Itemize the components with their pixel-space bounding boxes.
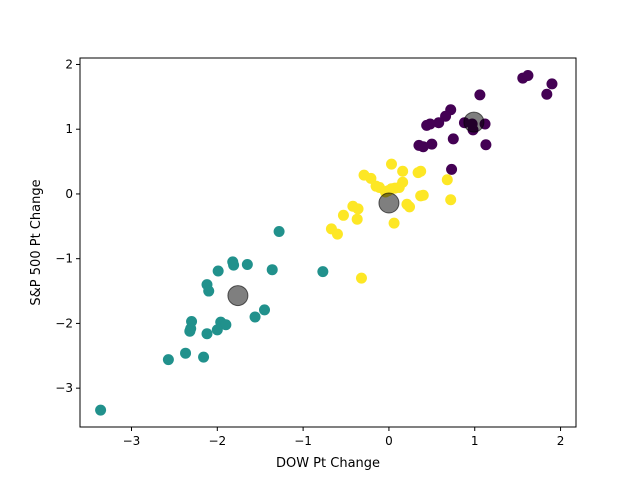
x-tick-label: 1 (471, 434, 479, 448)
y-tick-label: −1 (55, 252, 73, 266)
data-point (445, 194, 457, 206)
data-point (388, 217, 400, 229)
plot-area (80, 58, 576, 427)
data-point (417, 189, 429, 201)
data-point (474, 89, 486, 101)
data-point (351, 213, 363, 225)
data-point (201, 328, 213, 340)
data-point (440, 110, 452, 122)
data-point (421, 119, 433, 131)
data-point (386, 158, 397, 170)
data-point (273, 225, 285, 237)
data-point (365, 172, 377, 184)
data-point (522, 69, 534, 81)
centroid-marker (378, 192, 400, 214)
data-point (198, 351, 210, 363)
data-point (447, 133, 459, 145)
data-point (259, 304, 270, 316)
data-point (441, 174, 453, 186)
data-point (180, 347, 192, 359)
x-tick-label: 2 (557, 434, 565, 448)
data-point (433, 117, 445, 129)
y-tick-label: 1 (65, 122, 73, 136)
data-point (480, 139, 492, 151)
x-tick-label: −2 (208, 434, 226, 448)
y-tick-label: −3 (55, 381, 73, 395)
data-point (546, 78, 558, 90)
data-point (220, 319, 232, 331)
data-point (393, 181, 405, 193)
y-tick-label: 0 (65, 187, 73, 201)
plot-frame (79, 57, 577, 428)
chart-axes: −3 −2 −1 0 1 2 −3 −2 −1 0 1 2 (55, 57, 564, 448)
x-tick-label: 0 (385, 434, 393, 448)
y-tick-label: −2 (55, 316, 73, 330)
x-axis-label: DOW Pt Change (276, 456, 380, 471)
data-point (331, 228, 343, 240)
data-point (249, 311, 261, 323)
data-point (417, 141, 429, 153)
x-tick-label: −1 (294, 434, 312, 448)
data-point (241, 259, 253, 271)
data-point (446, 163, 458, 175)
data-point (397, 165, 409, 177)
data-point (541, 88, 553, 100)
centroid-marker (227, 285, 249, 307)
data-point (228, 259, 240, 271)
chart-marks (95, 69, 558, 416)
data-point (211, 324, 223, 336)
x-tick-label: −3 (123, 434, 141, 448)
data-point (337, 209, 349, 221)
data-point (162, 354, 174, 366)
data-point (404, 201, 416, 213)
data-point (95, 404, 107, 416)
y-tick-label: 2 (65, 57, 73, 71)
data-point (352, 203, 364, 215)
data-point (266, 264, 278, 276)
centroid-marker (463, 111, 485, 133)
data-point (426, 138, 438, 150)
data-point (317, 266, 329, 278)
data-point (355, 272, 367, 284)
y-axis-label: S&P 500 Pt Change (29, 179, 44, 305)
data-point (203, 285, 215, 297)
data-point (212, 265, 224, 277)
data-point (184, 325, 196, 337)
data-point (415, 165, 427, 177)
